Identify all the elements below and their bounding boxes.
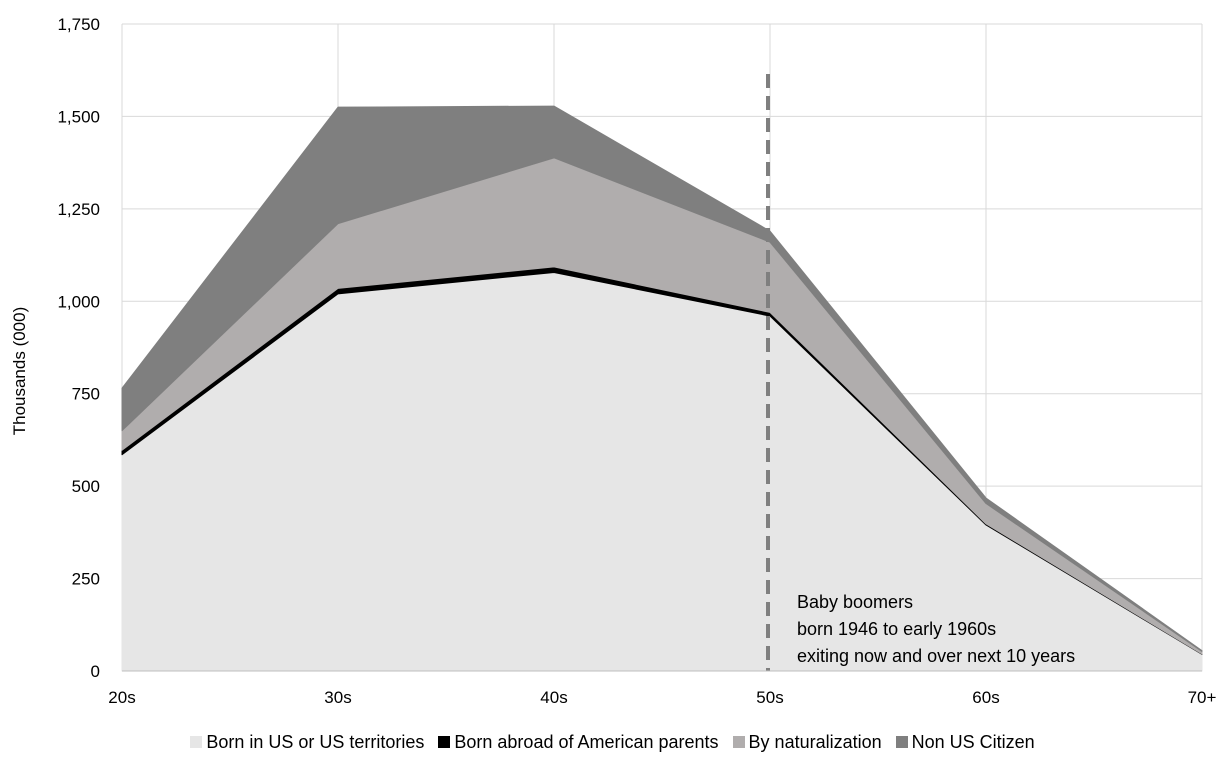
annotation-line: exiting now and over next 10 years bbox=[797, 646, 1075, 666]
legend: Born in US or US territories Born abroad … bbox=[0, 729, 1225, 755]
legend-swatch bbox=[438, 736, 451, 748]
x-tick-label: 50s bbox=[756, 688, 783, 707]
y-tick-label: 1,750 bbox=[57, 15, 100, 34]
legend-swatch bbox=[190, 736, 203, 748]
legend-item: By naturalization bbox=[732, 731, 882, 753]
y-tick-label: 750 bbox=[72, 385, 100, 404]
area-series bbox=[121, 74, 1203, 672]
legend-label: Born in US or US territories bbox=[206, 731, 425, 752]
y-axis-title: Thousands (000) bbox=[10, 307, 29, 436]
legend-label: Born abroad of American parents bbox=[454, 731, 719, 752]
legend-label: By naturalization bbox=[748, 731, 882, 752]
x-tick-label: 60s bbox=[972, 688, 999, 707]
legend-item: Non US Citizen bbox=[895, 731, 1035, 753]
annotation-line: Baby boomers bbox=[797, 592, 913, 612]
x-tick-label: 20s bbox=[108, 688, 135, 707]
axes: 0 250 500 750 1,000 1,250 1,500 1,750 20s 30s 40s 5… bbox=[57, 15, 1216, 707]
legend-item: Born in US or US territories bbox=[190, 732, 424, 753]
y-tick-label: 1,000 bbox=[57, 292, 100, 311]
legend-label: Non US Citizen bbox=[911, 731, 1035, 752]
legend-swatch bbox=[732, 736, 745, 748]
annotation-text: Baby boomers born 1946 to early 1960s ex… bbox=[797, 592, 1075, 666]
area-series-band bbox=[121, 105, 1203, 652]
y-tick-label: 250 bbox=[72, 570, 100, 589]
legend-swatch bbox=[895, 736, 908, 748]
y-tick-label: 0 bbox=[91, 662, 100, 681]
x-tick-label: 70+ bbox=[1188, 688, 1217, 707]
legend-item: Born abroad of American parents bbox=[438, 731, 719, 753]
y-tick-label: 1,500 bbox=[57, 107, 100, 126]
x-tick-label: 30s bbox=[324, 688, 351, 707]
y-tick-label: 1,250 bbox=[57, 200, 100, 219]
y-tick-label: 500 bbox=[72, 477, 100, 496]
x-tick-label: 40s bbox=[540, 688, 567, 707]
annotation-line: born 1946 to early 1960s bbox=[797, 619, 996, 639]
